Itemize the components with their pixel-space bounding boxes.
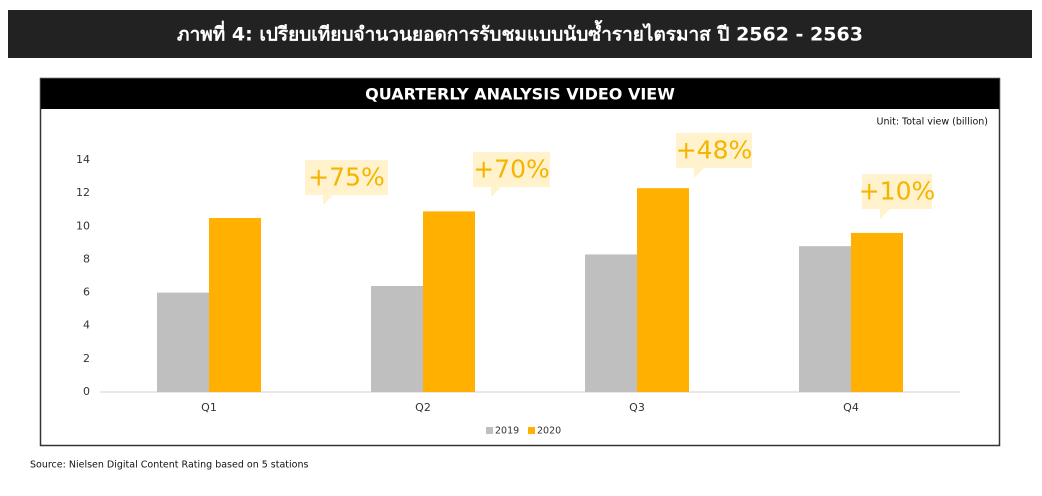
y-tick-label: 12 xyxy=(76,186,90,199)
y-tick-label: 4 xyxy=(83,319,90,332)
page-title: ภาพที่ 4: เปรียบเทียบจำนวนยอดการรับชมแบบ… xyxy=(177,20,863,46)
callout-box xyxy=(862,174,932,219)
x-tick-label: Q1 xyxy=(201,401,217,414)
annotation: +70% xyxy=(473,155,550,184)
callout-box xyxy=(473,152,550,197)
legend-label: 2019 xyxy=(495,426,519,437)
y-tick-label: 14 xyxy=(76,153,90,166)
annotation: +75% xyxy=(308,163,385,192)
y-tick-label: 8 xyxy=(83,252,90,265)
bar xyxy=(209,218,261,392)
bar xyxy=(423,211,475,392)
chart-title: QUARTERLY ANALYSIS VIDEO VIEW xyxy=(365,85,675,104)
y-tick-label: 10 xyxy=(76,219,90,232)
bar xyxy=(799,246,851,392)
callout-box xyxy=(676,133,752,178)
y-tick-label: 6 xyxy=(83,286,90,299)
legend-swatch xyxy=(528,427,535,434)
y-tick-label: 2 xyxy=(83,352,90,365)
annotation: +10% xyxy=(859,177,936,206)
legend-label: 2020 xyxy=(537,426,561,437)
bar xyxy=(157,292,209,392)
bar xyxy=(371,285,423,392)
header-bar xyxy=(8,10,1032,58)
y-tick-label: 0 xyxy=(83,385,90,398)
x-tick-label: Q3 xyxy=(629,401,645,414)
callout-box xyxy=(305,160,388,205)
bar xyxy=(637,188,689,392)
annotation: +48% xyxy=(676,136,753,165)
x-tick-label: Q2 xyxy=(415,401,431,414)
legend-swatch xyxy=(486,427,493,434)
bar xyxy=(851,232,903,392)
chart-title-bar xyxy=(41,79,999,109)
source: Source: Nielsen Digital Content Rating b… xyxy=(30,460,309,471)
unit-label: Unit: Total view (billion) xyxy=(877,117,989,128)
bar xyxy=(585,254,637,392)
x-tick-label: Q4 xyxy=(843,401,859,414)
